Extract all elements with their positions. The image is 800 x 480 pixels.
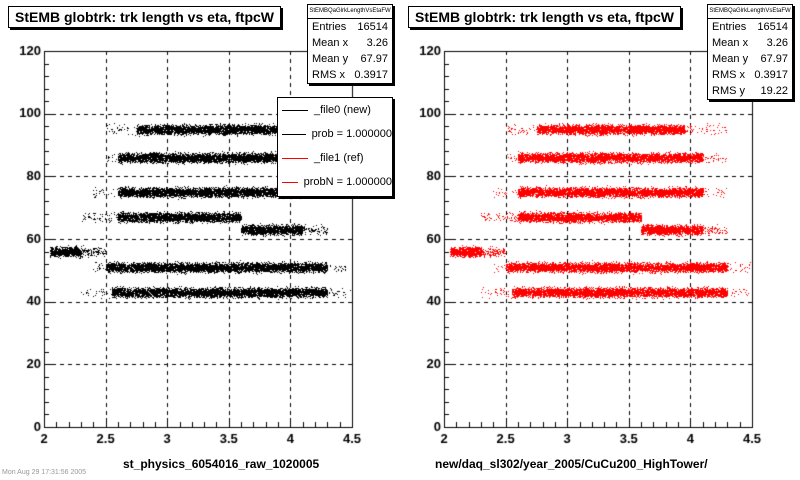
- left-stats-mean-x: Mean x 3.26: [312, 37, 388, 49]
- timestamp-footer: Mon Aug 29 17:31:56 2005: [2, 469, 87, 476]
- right-stats-entries: Entries 16514: [712, 21, 788, 33]
- legend-entry-probn: probN = 1.000000: [278, 170, 392, 194]
- legend-swatch: [282, 109, 308, 111]
- left-chart-title: StEMB globtrk: trk length vs eta, ftpcW: [8, 6, 282, 28]
- left-stats-mean-y: Mean y 67.97: [312, 53, 388, 65]
- right-stats-rms-x: RMS x 0.3917: [712, 69, 788, 81]
- legend-entry-file0: _file0 (new): [278, 98, 392, 122]
- right-stats-name: StEMBQaGlrkLengthVsEtaFW: [708, 5, 792, 19]
- right-stats-rms-y: RMS y 19.22: [712, 85, 788, 97]
- right-stats-mean-y: Mean y 67.97: [712, 53, 788, 65]
- legend-swatch: [282, 157, 308, 159]
- left-panel: StEMB globtrk: trk length vs eta, ftpcW …: [8, 4, 393, 471]
- right-panel: StEMB globtrk: trk length vs eta, ftpcW …: [400, 0, 800, 480]
- right-x-axis-title: new/daq_sl302/year_2005/CuCu200_HighTowe…: [435, 457, 708, 471]
- legend-swatch: [282, 133, 306, 135]
- legend-swatch: [282, 181, 298, 183]
- left-stats-rms-x: RMS x 0.3917: [312, 69, 388, 81]
- legend-entry-file1: _file1 (ref): [278, 146, 392, 170]
- left-stats-name: StEMBQaGlrkLengthVsEtaFW: [308, 5, 392, 19]
- legend: _file0 (new) prob = 1.000000 _file1 (ref…: [277, 97, 393, 197]
- right-chart-title: StEMB globtrk: trk length vs eta, ftpcW: [408, 6, 682, 28]
- left-stats-box: StEMBQaGlrkLengthVsEtaFW Entries 16514 Me…: [307, 4, 393, 84]
- right-stats-box: StEMBQaGlrkLengthVsEtaFW Entries 16514 Me…: [707, 4, 793, 100]
- left-stats-entries: Entries 16514: [312, 21, 388, 33]
- right-stats-mean-x: Mean x 3.26: [712, 37, 788, 49]
- left-x-axis-title: st_physics_6054016_raw_1020005: [123, 457, 320, 471]
- legend-entry-prob: prob = 1.000000: [278, 122, 392, 146]
